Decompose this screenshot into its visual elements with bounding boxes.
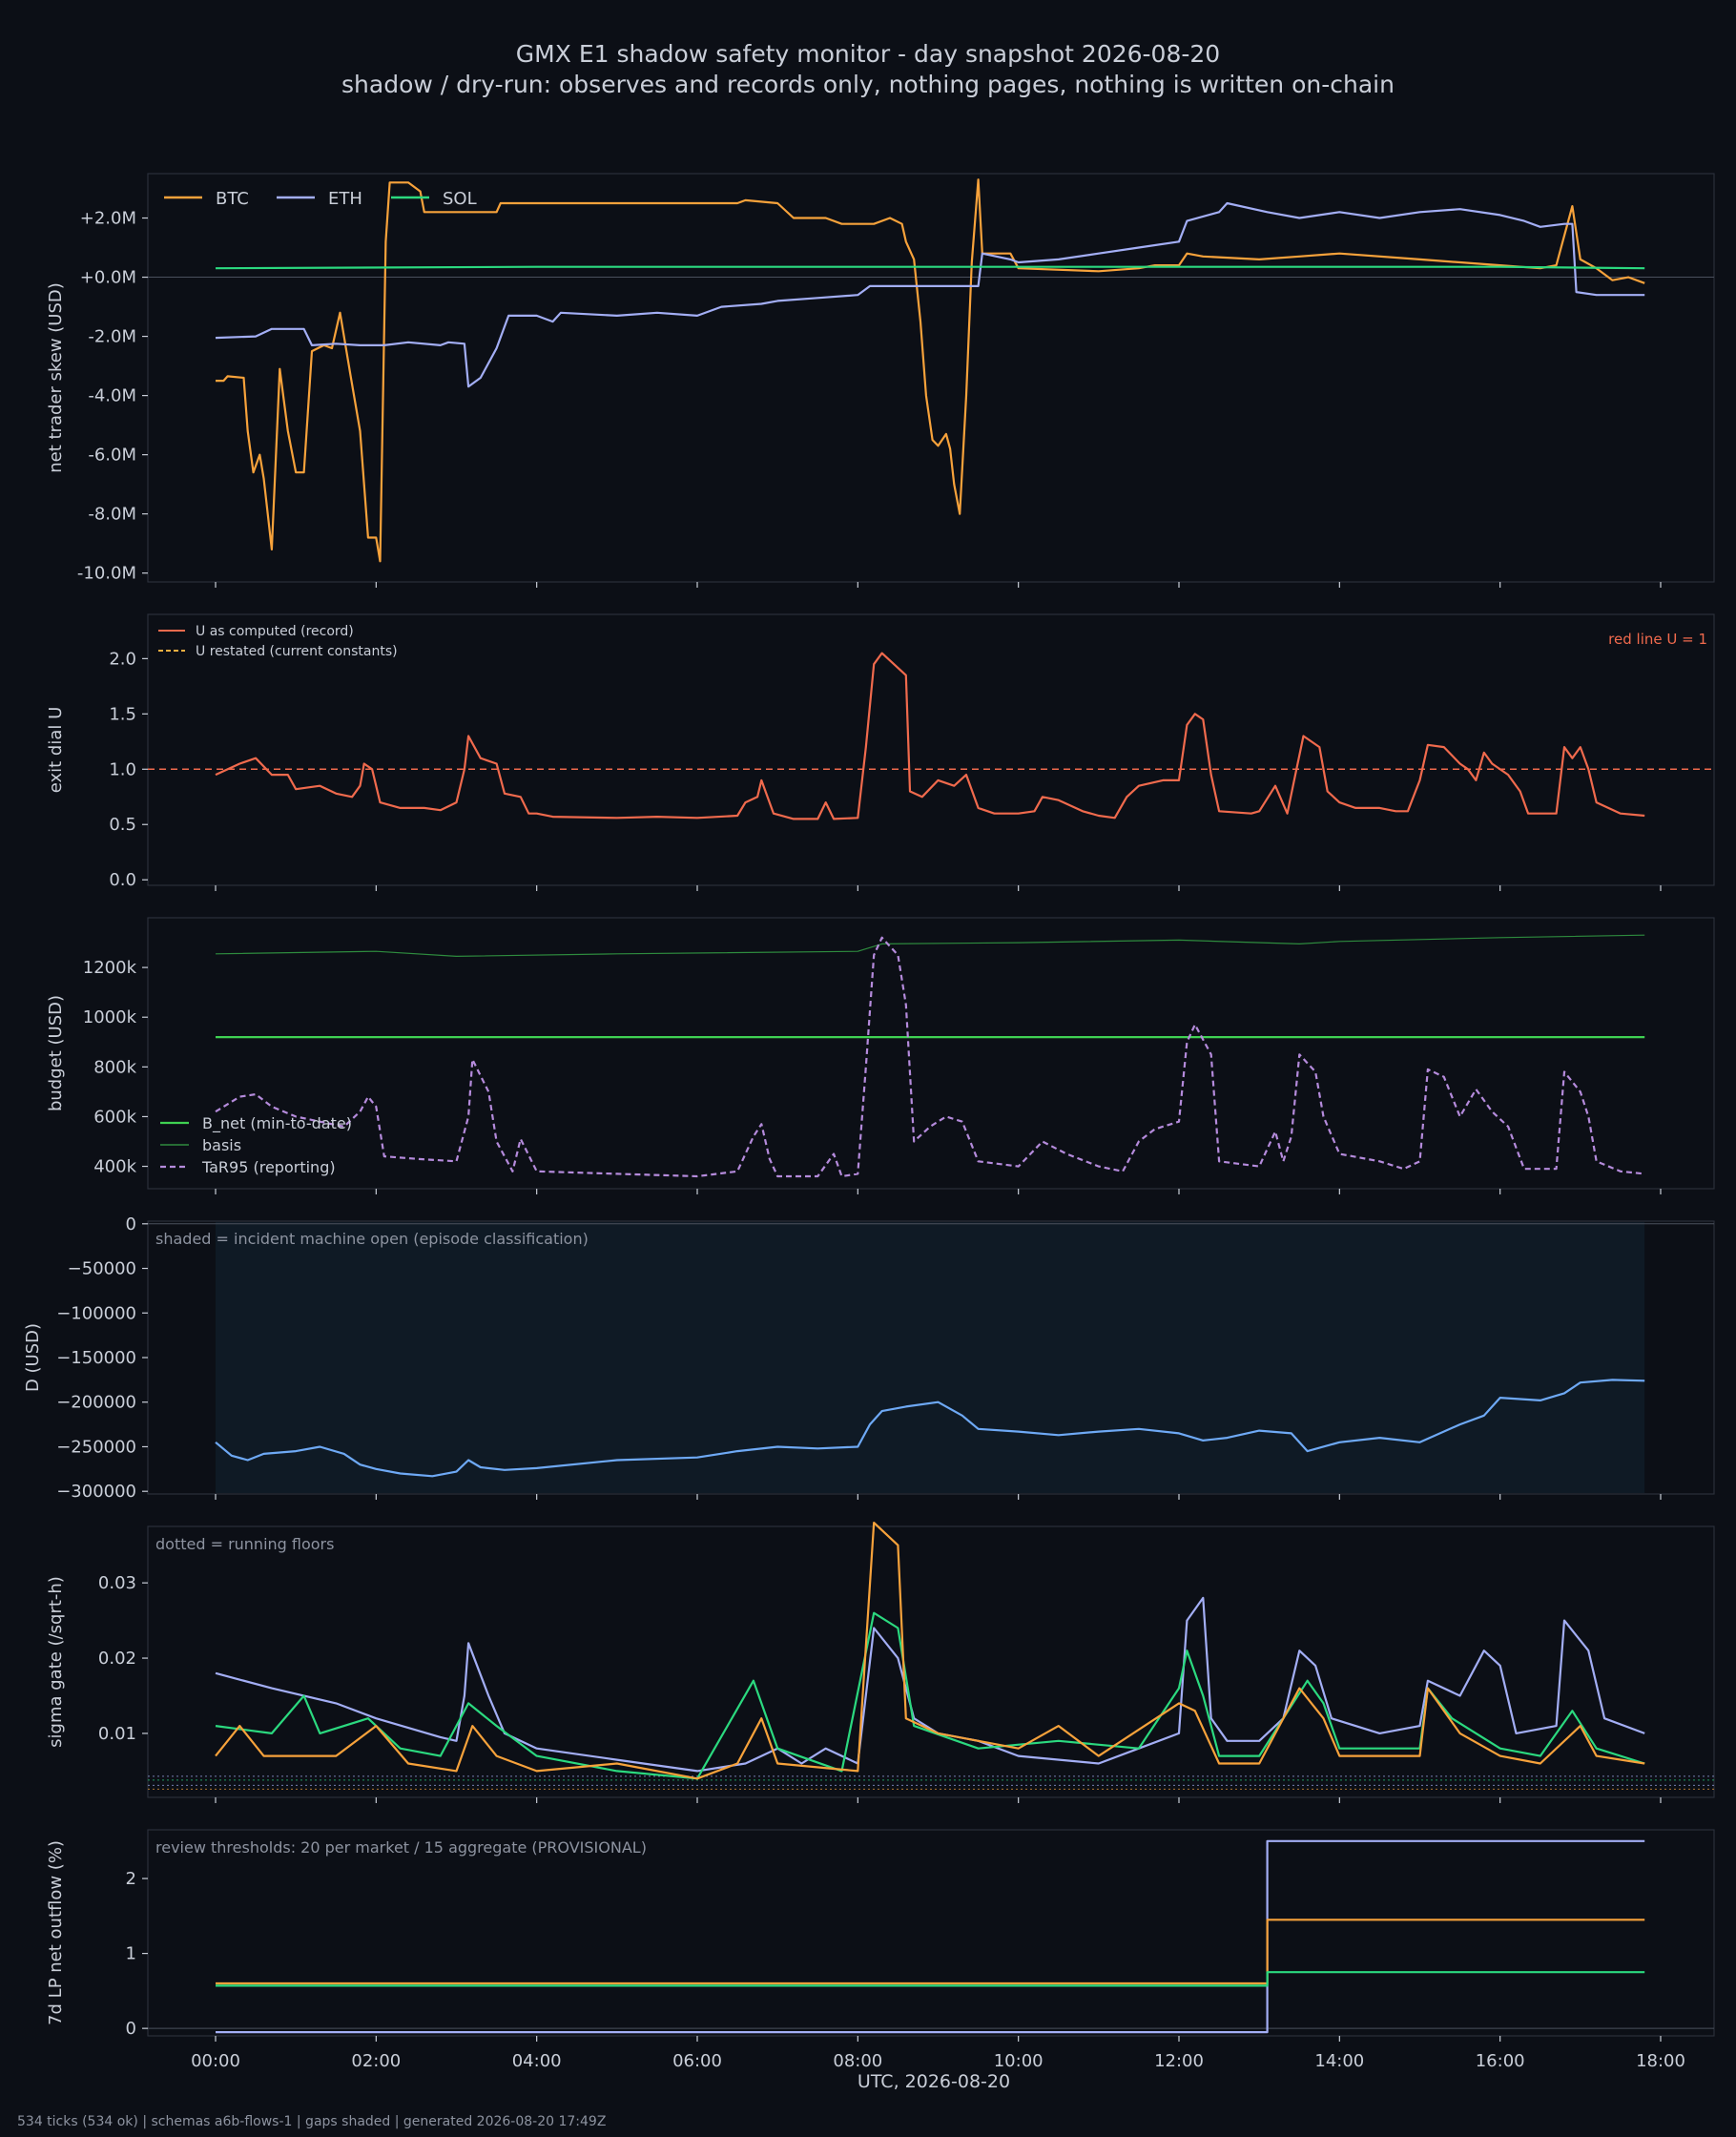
series-eth	[216, 1839, 1645, 2034]
series-eth	[215, 201, 1645, 388]
panel-frame	[147, 917, 1715, 1190]
y-tick-label: −250000	[56, 1437, 136, 1457]
x-tick-label: 00:00	[191, 2051, 240, 2071]
x-tick-label: 08:00	[833, 2051, 882, 2071]
y-tick-label: +0.0M	[80, 268, 136, 288]
series-d	[215, 1379, 1645, 1478]
x-tick-label: 06:00	[672, 2051, 722, 2071]
y-tick-label: 600k	[93, 1107, 136, 1127]
y-axis-label: D (USD)	[23, 1323, 43, 1392]
y-tick-label: +2.0M	[80, 209, 136, 229]
legend-label: basis	[202, 1136, 241, 1154]
series-sol	[215, 1611, 1645, 1780]
series-sol	[215, 265, 1645, 270]
panel-annotation: review thresholds: 20 per market / 15 ag…	[155, 1838, 647, 1857]
panel-lp-outflow: 0 1 2 7d LP net outflow (%) review threshold…	[46, 1829, 1715, 2092]
panel-frame	[147, 613, 1715, 886]
x-tick-label: 18:00	[1636, 2051, 1685, 2071]
y-tick-label: 800k	[93, 1057, 136, 1077]
red-line-label: red line U = 1	[1608, 631, 1707, 648]
y-tick-label: 1000k	[83, 1007, 137, 1027]
legend-label: U restated (current constants)	[196, 644, 398, 659]
x-tick-label: 14:00	[1314, 2051, 1364, 2071]
series-btc	[215, 1522, 1645, 1780]
series-u-as-computed-record-	[215, 652, 1645, 820]
legend-label: SOL	[443, 189, 477, 209]
y-axis-label: net trader skew (USD)	[46, 282, 66, 473]
y-tick-label: -8.0M	[88, 505, 136, 525]
panel-frame	[147, 173, 1715, 583]
legend-label: U as computed (record)	[196, 624, 354, 639]
y-tick-label: −150000	[56, 1348, 136, 1368]
panel-exit-dial: 0.0 0.5 1.0 1.5 2.0 exit dial U red line U = 1…	[46, 613, 1715, 891]
x-axis-label: UTC, 2026-08-20	[858, 2071, 1010, 2092]
legend-label: BTC	[216, 189, 249, 209]
y-tick-label: -2.0M	[88, 327, 136, 347]
x-tick-label: 10:00	[994, 2051, 1044, 2071]
y-tick-label: 1	[126, 1944, 136, 1964]
y-tick-label: 1200k	[83, 958, 137, 978]
legend-label: ETH	[328, 189, 362, 209]
y-tick-label: 2	[126, 1869, 136, 1889]
y-axis-label: budget (USD)	[46, 995, 66, 1111]
y-tick-label: 0	[126, 2019, 136, 2039]
panel-frame	[147, 1829, 1715, 2037]
y-tick-label: 2.0	[109, 649, 136, 669]
y-tick-label: 0.03	[98, 1573, 136, 1593]
y-tick-label: 0	[126, 1214, 136, 1234]
series-tar95-reporting-	[215, 936, 1645, 1178]
panel-annotation: dotted = running floors	[155, 1535, 334, 1553]
series-btc	[216, 178, 1645, 563]
series-basis	[215, 934, 1645, 957]
incident-shade	[216, 1222, 1645, 1493]
y-tick-label: 0.01	[98, 1724, 136, 1744]
x-tick-label: 16:00	[1476, 2051, 1525, 2071]
y-axis-label: exit dial U	[46, 707, 66, 794]
panel-budget: 400k 600k 800k 1000k 1200k budget (USD) B_net …	[46, 917, 1715, 1194]
x-tick-label: 04:00	[512, 2051, 562, 2071]
y-tick-label: 0.5	[109, 815, 136, 835]
y-tick-label: −200000	[56, 1393, 136, 1413]
y-tick-label: -10.0M	[77, 564, 136, 584]
series-btc	[216, 1919, 1645, 1985]
x-tick-label: 02:00	[351, 2051, 401, 2071]
panel-skew: +2.0M +0.0M -2.0M -4.0M -6.0M -8.0M -10.0M net …	[46, 173, 1715, 588]
panel-sigma-gate: 0.01 0.02 0.03 sigma gate (/sqrt-h) dotted =…	[46, 1522, 1715, 1803]
y-tick-label: 1.0	[109, 759, 136, 779]
page-subtitle: shadow / dry-run: observes and records o…	[341, 71, 1395, 98]
y-tick-label: −100000	[56, 1303, 136, 1323]
y-axis-label: 7d LP net outflow (%)	[46, 1840, 66, 2025]
y-axis-label: sigma gate (/sqrt-h)	[46, 1576, 66, 1748]
y-tick-label: -6.0M	[88, 446, 136, 466]
legend-label: TaR95 (reporting)	[201, 1158, 336, 1176]
series-eth	[215, 1596, 1645, 1773]
page-title: GMX E1 shadow safety monitor - day snaps…	[515, 40, 1221, 68]
footer-status: 534 ticks (534 ok) | schemas a6b-flows-1…	[17, 2114, 607, 2129]
panel-drawdown: 0 −50000 −100000 −150000 −200000 −250000 −3000…	[23, 1214, 1715, 1502]
y-tick-label: −50000	[68, 1259, 136, 1279]
x-tick-label: 12:00	[1154, 2051, 1204, 2071]
y-tick-label: 400k	[93, 1157, 136, 1177]
panel-frame	[147, 1525, 1715, 1798]
y-tick-label: 0.02	[98, 1649, 136, 1669]
y-tick-label: 0.0	[109, 870, 136, 890]
y-tick-label: 1.5	[109, 704, 136, 724]
legend-label: B_net (min-to-date)	[202, 1114, 352, 1133]
y-tick-label: −300000	[56, 1482, 136, 1502]
panel-annotation: shaded = incident machine open (episode …	[155, 1230, 589, 1248]
series-sol	[216, 1971, 1645, 1987]
y-tick-label: -4.0M	[88, 386, 136, 406]
